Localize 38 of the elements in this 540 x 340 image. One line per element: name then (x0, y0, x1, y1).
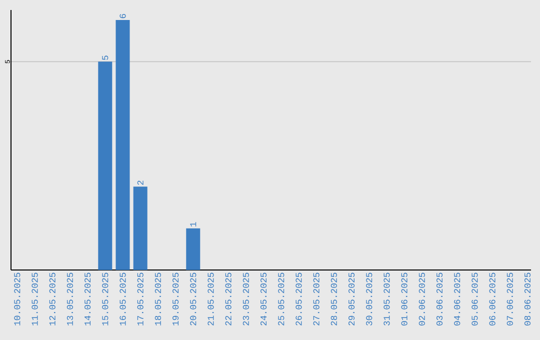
x-tick-label: 14.05.2025 (84, 272, 91, 326)
x-tick-label: 19.05.2025 (172, 272, 179, 326)
data-label: 2 (137, 180, 144, 185)
x-tick-label: 03.06.2025 (436, 272, 443, 326)
x-tick-label: 10.05.2025 (14, 272, 20, 326)
x-tick-label: 26.05.2025 (296, 272, 302, 326)
x-tick-label: 13.05.2025 (66, 272, 74, 326)
x-tick-label: 29.05.2025 (348, 272, 355, 326)
x-tick-label: 16.05.2025 (120, 272, 126, 326)
x-tick-label: 05.06.2025 (472, 272, 478, 326)
x-tick-label: 27.05.2025 (313, 272, 320, 326)
x-tick-label: 21.05.2025 (208, 272, 214, 326)
x-tick-label: 06.06.2025 (489, 272, 496, 326)
x-tick-label: 20.05.2025 (190, 272, 196, 326)
x-tick-label: 12.05.2025 (49, 272, 56, 326)
x-tick-label: 08.06.2025 (524, 272, 531, 326)
x-tick-label: 28.05.2025 (330, 272, 337, 326)
data-label: 5 (102, 56, 108, 60)
x-tick-label: 24.05.2025 (260, 272, 267, 326)
x-tick-label: 18.05.2025 (154, 272, 161, 326)
data-label: 1 (190, 222, 196, 226)
x-tick-label: 07.06.2025 (506, 272, 513, 326)
x-tick-label: 31.05.2025 (384, 272, 390, 326)
x-tick-label: 25.05.2025 (278, 272, 284, 326)
x-tick-label: 04.06.2025 (454, 272, 460, 326)
data-label: 6 (120, 14, 126, 18)
bar (116, 20, 130, 270)
x-tick-label: 22.05.2025 (225, 272, 232, 326)
x-tick-label: 01.06.2025 (401, 272, 408, 326)
x-tick-label: 30.05.2025 (366, 272, 372, 326)
bar (98, 62, 112, 270)
x-tick-label: 17.05.2025 (137, 272, 144, 326)
bar (186, 228, 200, 270)
x-tick-label: 02.06.2025 (418, 272, 425, 326)
x-tick-label: 15.05.2025 (102, 272, 108, 326)
x-tick-label: 23.05.2025 (242, 272, 249, 326)
x-tick-label: 11.05.2025 (32, 272, 38, 326)
bar (133, 186, 148, 270)
